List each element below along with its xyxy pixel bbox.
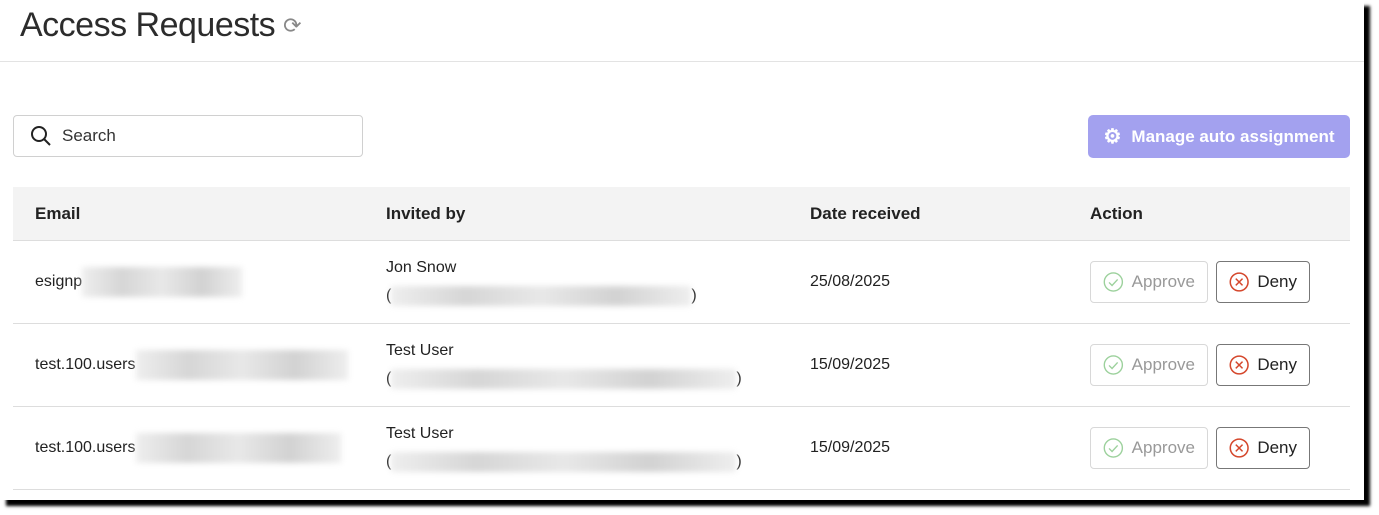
deny-button[interactable]: Deny <box>1216 427 1310 469</box>
deny-label: Deny <box>1257 272 1297 291</box>
manage-auto-assignment-button[interactable]: ⚙ Manage auto assignment <box>1088 115 1350 158</box>
redacted-inviter-email <box>391 368 737 389</box>
table-header: Email Invited by Date received Action <box>13 187 1350 241</box>
page-title: Access Requests ⟳ <box>20 6 302 45</box>
requests-table: Email Invited by Date received Action es… <box>13 187 1350 490</box>
email-text: test.100.users <box>35 356 136 374</box>
gear-icon: ⚙ <box>1103 126 1122 148</box>
email-cell: esignp <box>35 267 243 297</box>
refresh-icon[interactable]: ⟳ <box>283 12 302 38</box>
check-circle-icon <box>1103 355 1124 375</box>
approve-button[interactable]: Approve <box>1090 427 1208 469</box>
approve-label: Approve <box>1131 272 1195 291</box>
access-requests-page: Access Requests ⟳ Search ⚙ Manage auto a… <box>0 6 1364 490</box>
paren-close: ) <box>736 453 742 470</box>
action-cell: Approve Deny <box>1090 427 1310 469</box>
divider <box>0 61 1364 62</box>
table-row: test.100.users Test User () 15/09/2025 Ap… <box>13 324 1350 407</box>
paren-close: ) <box>736 370 742 387</box>
manage-label: Manage auto assignment <box>1131 126 1335 146</box>
date-received: 25/08/2025 <box>810 273 891 290</box>
approve-button[interactable]: Approve <box>1090 344 1208 386</box>
search-icon <box>31 126 51 146</box>
action-cell: Approve Deny <box>1090 261 1310 303</box>
date-received: 15/09/2025 <box>810 356 891 373</box>
approve-button[interactable]: Approve <box>1090 261 1208 303</box>
invited-by-cell: Test User () <box>386 420 742 476</box>
redacted-inviter-email <box>391 451 737 472</box>
redacted-email <box>82 267 243 297</box>
action-cell: Approve Deny <box>1090 344 1310 386</box>
search-input[interactable]: Search <box>13 115 363 157</box>
date-received: 15/09/2025 <box>810 439 891 456</box>
table-row: test.100.users Test User () 15/09/2025 Ap… <box>13 407 1350 490</box>
inviter-name: Jon Snow <box>386 259 457 276</box>
deny-button[interactable]: Deny <box>1216 261 1310 303</box>
table-row: esignp Jon Snow () 25/08/2025 Approve Deny <box>13 241 1350 324</box>
deny-label: Deny <box>1257 355 1297 374</box>
col-invited-by[interactable]: Invited by <box>386 203 466 223</box>
email-cell: test.100.users <box>35 433 341 463</box>
page-title-text: Access Requests <box>20 6 276 44</box>
invited-by-cell: Test User () <box>386 337 742 393</box>
email-cell: test.100.users <box>35 350 348 380</box>
email-text: test.100.users <box>35 439 136 457</box>
paren-open: ( <box>386 287 392 304</box>
search-placeholder: Search <box>62 126 116 145</box>
check-circle-icon <box>1103 272 1124 292</box>
x-circle-icon <box>1229 272 1249 292</box>
x-circle-icon <box>1229 355 1249 375</box>
x-circle-icon <box>1229 438 1249 458</box>
inviter-name: Test User <box>386 425 454 442</box>
col-email[interactable]: Email <box>35 203 81 223</box>
col-action: Action <box>1090 203 1143 223</box>
deny-label: Deny <box>1257 438 1297 457</box>
inviter-name: Test User <box>386 342 454 359</box>
redacted-inviter-email <box>391 285 692 306</box>
email-text: esignp <box>35 273 83 291</box>
invited-by-cell: Jon Snow () <box>386 254 697 310</box>
approve-label: Approve <box>1131 438 1195 457</box>
paren-open: ( <box>386 453 392 470</box>
col-date-received[interactable]: Date received <box>810 203 921 223</box>
paren-open: ( <box>386 370 392 387</box>
check-circle-icon <box>1103 438 1124 458</box>
approve-label: Approve <box>1131 355 1195 374</box>
redacted-email <box>135 350 348 380</box>
paren-close: ) <box>691 287 697 304</box>
redacted-email <box>135 433 341 463</box>
deny-button[interactable]: Deny <box>1216 344 1310 386</box>
